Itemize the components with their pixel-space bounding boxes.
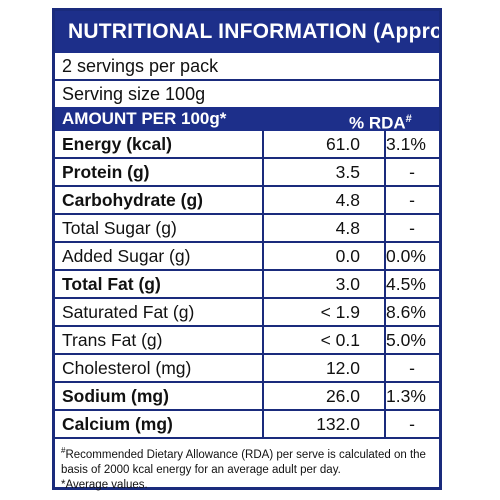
rda-footnote-text: Recommended Dietary Allowance (RDA) per … xyxy=(61,448,426,476)
servings-per-pack: 2 servings per pack xyxy=(55,53,439,81)
nutrient-value: 132.0 xyxy=(262,410,386,439)
nutrient-name: Calcium (mg) xyxy=(55,410,263,439)
nutrient-name: Energy (kcal) xyxy=(55,131,263,159)
rda-header: % RDA# xyxy=(349,107,412,136)
nutrient-rda: 3.1% xyxy=(385,131,439,159)
nutrient-rda: 0.0% xyxy=(385,242,439,271)
nutrient-value: 26.0 xyxy=(262,382,386,411)
nutrient-rda: 5.0% xyxy=(385,326,439,355)
nutrition-panel: NUTRITIONAL INFORMATION (Approx) 2 servi… xyxy=(52,8,442,493)
nutrient-row: Added Sugar (g) 0.0 0.0% xyxy=(55,242,439,271)
nutrient-rda: - xyxy=(385,410,439,439)
panel-title: NUTRITIONAL INFORMATION (Approx) xyxy=(55,11,439,53)
amount-per-label: AMOUNT PER 100g* xyxy=(62,109,227,128)
nutrient-row: Total Fat (g) 3.0 4.5% xyxy=(55,270,439,299)
nutrient-rda: - xyxy=(385,158,439,187)
nutrient-name: Total Sugar (g) xyxy=(55,214,263,243)
rda-footnote: #Recommended Dietary Allowance (RDA) per… xyxy=(61,443,433,478)
nutrient-rda: - xyxy=(385,186,439,215)
nutrient-row: Carbohydrate (g) 4.8- xyxy=(55,186,439,215)
nutrient-rda: 1.3% xyxy=(385,382,439,411)
nutrient-value: 61.0 xyxy=(262,131,386,159)
nutrient-row: Trans Fat (g) < 0.1 5.0% xyxy=(55,326,439,355)
nutrient-name: Total Fat (g) xyxy=(55,270,263,299)
nutrient-value: < 0.1 xyxy=(262,326,386,355)
nutrient-rda: 4.5% xyxy=(385,270,439,299)
nutrient-row: Cholesterol (mg) 12.0- xyxy=(55,354,439,383)
nutrient-value: 3.0 xyxy=(262,270,386,299)
nutrient-row: Energy (kcal) 61.0 3.1% xyxy=(55,131,439,159)
nutrient-name: Saturated Fat (g) xyxy=(55,298,263,327)
footnote-mark: # xyxy=(61,446,66,455)
nutrient-name: Carbohydrate (g) xyxy=(55,186,263,215)
nutrient-rda: - xyxy=(385,214,439,243)
nutrient-value: 3.5 xyxy=(262,158,386,187)
nutrient-value: 4.8 xyxy=(262,186,386,215)
serving-size: Serving size 100g xyxy=(62,84,206,104)
nutrient-row: Sodium (mg) 26.0 1.3% xyxy=(55,382,439,411)
nutrient-row: Protein (g) 3.5- xyxy=(55,158,439,187)
nutrient-name: Protein (g) xyxy=(55,158,263,187)
nutrient-value: 0.0 xyxy=(262,242,386,271)
nutrient-value: 4.8 xyxy=(262,214,386,243)
nutrient-row: Saturated Fat (g) < 1.9 8.6% xyxy=(55,298,439,327)
nutrient-name: Trans Fat (g) xyxy=(55,326,263,355)
nutrient-name: Added Sugar (g) xyxy=(55,242,263,271)
nutrient-row: Total Sugar (g) 4.8- xyxy=(55,214,439,243)
nutrient-table: Energy (kcal) 61.0 3.1% Protein (g) 3.5- Carb… xyxy=(55,131,439,439)
nutrient-name: Cholesterol (mg) xyxy=(55,354,263,383)
average-values-note: *Average values. xyxy=(61,478,148,491)
nutrient-rda: - xyxy=(385,354,439,383)
nutrient-value: 12.0 xyxy=(262,354,386,383)
nutrient-value: < 1.9 xyxy=(262,298,386,327)
nutrient-rda: 8.6% xyxy=(385,298,439,327)
footnote: #Recommended Dietary Allowance (RDA) per… xyxy=(55,439,439,493)
rda-header-label: % RDA xyxy=(349,113,406,133)
nutrient-row: Calcium (mg) 132.0- xyxy=(55,410,439,439)
rda-header-mark: # xyxy=(405,113,412,125)
nutrient-name: Sodium (mg) xyxy=(55,382,263,411)
amount-header-row: AMOUNT PER 100g* % RDA# xyxy=(55,107,439,133)
